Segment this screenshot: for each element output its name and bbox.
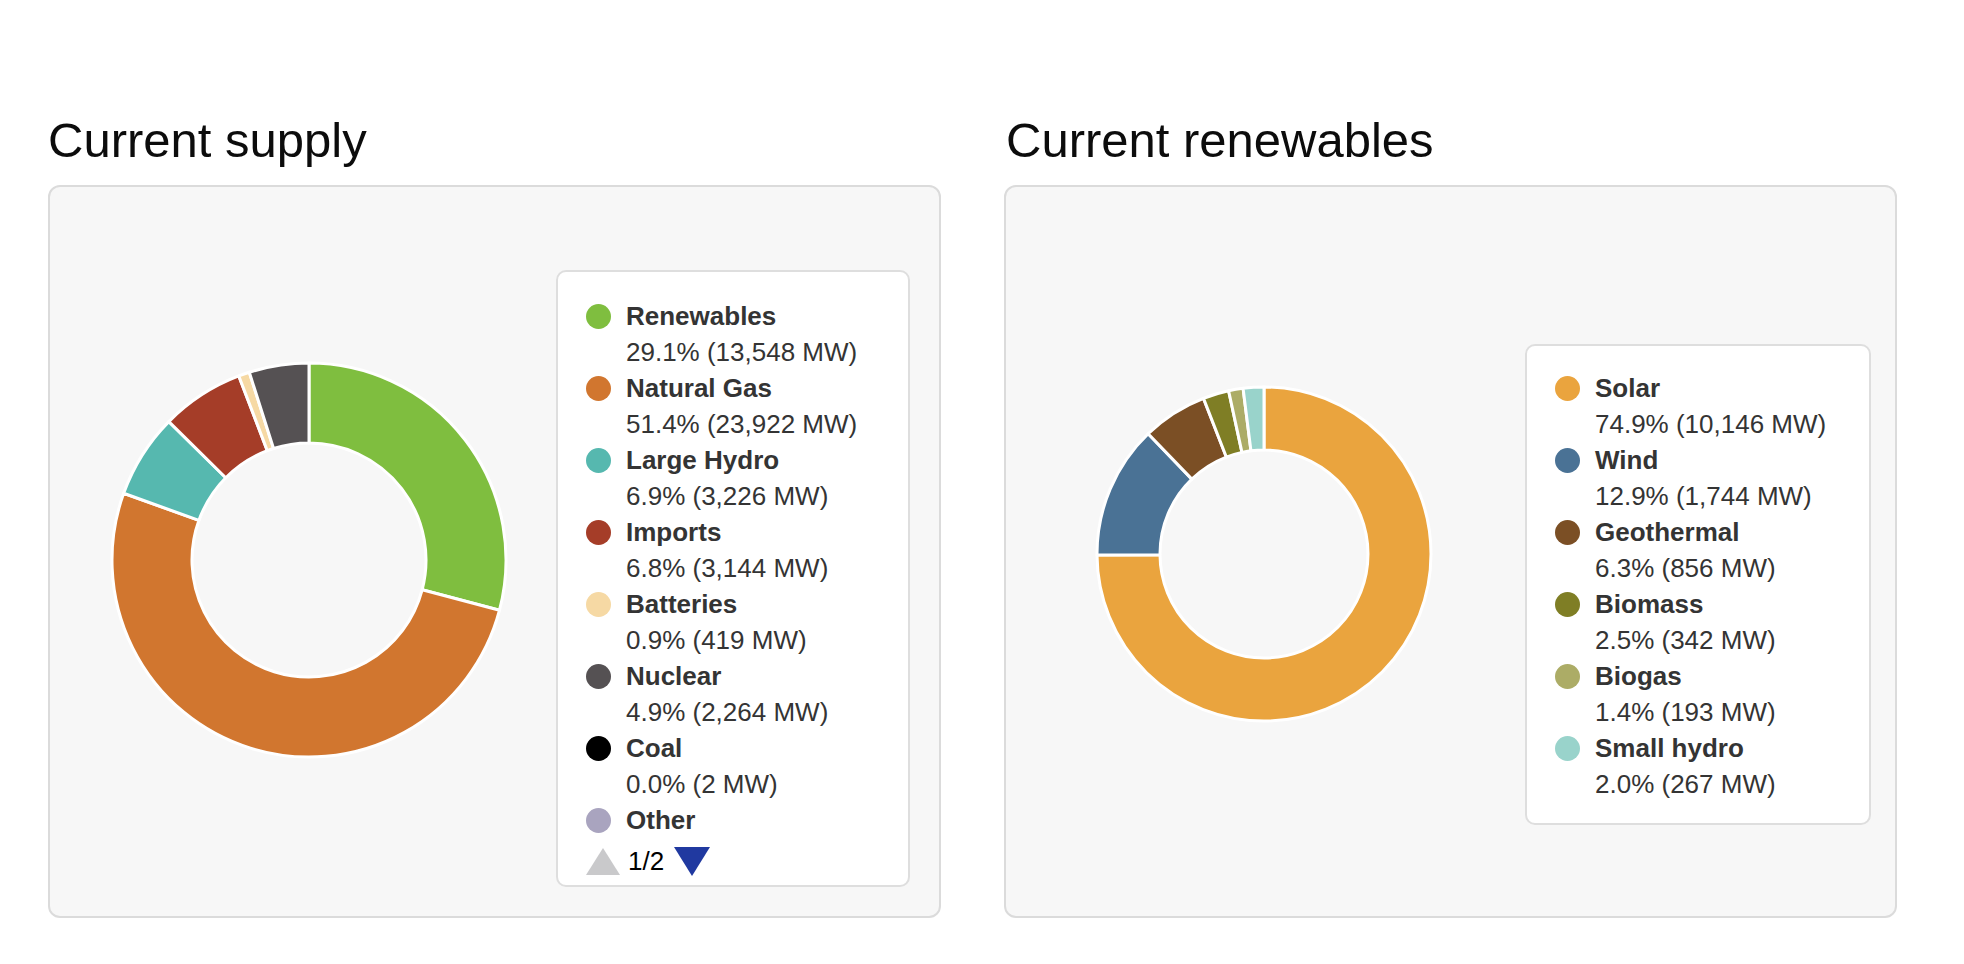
legend-item-nuclear: Nuclear4.9% (2,264 MW) bbox=[586, 658, 888, 730]
legend-text: Wind12.9% (1,744 MW) bbox=[1595, 442, 1812, 514]
legend-label: Renewables bbox=[626, 298, 857, 334]
legend-color-dot-batteries bbox=[586, 592, 611, 617]
donut-slice-renewables[interactable] bbox=[309, 363, 506, 610]
legend-label: Coal bbox=[626, 730, 778, 766]
legend-label: Imports bbox=[626, 514, 828, 550]
current-renewables-donut-chart bbox=[1084, 374, 1444, 734]
legend-label: Biogas bbox=[1595, 658, 1776, 694]
legend-list: Solar74.9% (10,146 MW)Wind12.9% (1,744 M… bbox=[1555, 370, 1851, 802]
legend-pagination: 1/2 bbox=[586, 837, 888, 885]
legend-color-dot-nuclear bbox=[586, 664, 611, 689]
legend-value: 2.5% (342 MW) bbox=[1595, 622, 1776, 658]
legend-label: Large Hydro bbox=[626, 442, 828, 478]
legend-color-dot-biomass bbox=[1555, 592, 1580, 617]
legend-item-other: Other bbox=[586, 802, 888, 835]
legend-color-dot-solar bbox=[1555, 376, 1580, 401]
legend-value: 29.1% (13,548 MW) bbox=[626, 334, 857, 370]
legend-value: 12.9% (1,744 MW) bbox=[1595, 478, 1812, 514]
legend-color-dot-renewables bbox=[586, 304, 611, 329]
current-renewables-title: Current renewables bbox=[1006, 112, 1434, 168]
triangle-down-icon bbox=[674, 847, 710, 876]
legend-item-imports: Imports6.8% (3,144 MW) bbox=[586, 514, 888, 586]
legend-text: Nuclear4.9% (2,264 MW) bbox=[626, 658, 828, 730]
legend-page-up-button[interactable] bbox=[586, 848, 620, 875]
legend-text: Natural Gas51.4% (23,922 MW) bbox=[626, 370, 857, 442]
legend-color-dot-wind bbox=[1555, 448, 1580, 473]
legend-value: 0.9% (419 MW) bbox=[626, 622, 807, 658]
triangle-up-icon bbox=[586, 848, 620, 875]
legend-item-large-hydro: Large Hydro6.9% (3,226 MW) bbox=[586, 442, 888, 514]
legend-label: Small hydro bbox=[1595, 730, 1776, 766]
legend-color-dot-biogas bbox=[1555, 664, 1580, 689]
legend-color-dot-small-hydro bbox=[1555, 736, 1580, 761]
legend-page-indicator: 1/2 bbox=[628, 846, 664, 877]
current-renewables-card: Solar74.9% (10,146 MW)Wind12.9% (1,744 M… bbox=[1004, 185, 1897, 918]
legend-color-dot-geothermal bbox=[1555, 520, 1580, 545]
legend-text: Small hydro2.0% (267 MW) bbox=[1595, 730, 1776, 802]
current-renewables-legend: Solar74.9% (10,146 MW)Wind12.9% (1,744 M… bbox=[1525, 344, 1871, 825]
legend-value: 51.4% (23,922 MW) bbox=[626, 406, 857, 442]
legend-text: Coal0.0% (2 MW) bbox=[626, 730, 778, 802]
legend-text: Solar74.9% (10,146 MW) bbox=[1595, 370, 1826, 442]
legend-text: Large Hydro6.9% (3,226 MW) bbox=[626, 442, 828, 514]
legend-value: 4.9% (2,264 MW) bbox=[626, 694, 828, 730]
legend-value: 74.9% (10,146 MW) bbox=[1595, 406, 1826, 442]
legend-text: Biomass2.5% (342 MW) bbox=[1595, 586, 1776, 658]
legend-item-natural-gas: Natural Gas51.4% (23,922 MW) bbox=[586, 370, 888, 442]
legend-label: Wind bbox=[1595, 442, 1812, 478]
legend-list: Renewables29.1% (13,548 MW)Natural Gas51… bbox=[586, 298, 888, 835]
legend-text: Geothermal6.3% (856 MW) bbox=[1595, 514, 1776, 586]
legend-label: Other bbox=[626, 802, 695, 835]
legend-value: 6.9% (3,226 MW) bbox=[626, 478, 828, 514]
legend-value: 6.3% (856 MW) bbox=[1595, 550, 1776, 586]
legend-label: Biomass bbox=[1595, 586, 1776, 622]
legend-label: Geothermal bbox=[1595, 514, 1776, 550]
current-supply-donut-chart bbox=[99, 350, 519, 770]
legend-label: Solar bbox=[1595, 370, 1826, 406]
legend-item-biomass: Biomass2.5% (342 MW) bbox=[1555, 586, 1851, 658]
legend-item-coal: Coal0.0% (2 MW) bbox=[586, 730, 888, 802]
legend-value: 0.0% (2 MW) bbox=[626, 766, 778, 802]
legend-color-dot-large-hydro bbox=[586, 448, 611, 473]
legend-label: Natural Gas bbox=[626, 370, 857, 406]
legend-item-renewables: Renewables29.1% (13,548 MW) bbox=[586, 298, 888, 370]
legend-color-dot-imports bbox=[586, 520, 611, 545]
legend-item-small-hydro: Small hydro2.0% (267 MW) bbox=[1555, 730, 1851, 802]
legend-label: Batteries bbox=[626, 586, 807, 622]
legend-page-down-button[interactable] bbox=[674, 847, 710, 876]
current-supply-legend: Renewables29.1% (13,548 MW)Natural Gas51… bbox=[556, 270, 910, 887]
legend-value: 2.0% (267 MW) bbox=[1595, 766, 1776, 802]
legend-item-geothermal: Geothermal6.3% (856 MW) bbox=[1555, 514, 1851, 586]
legend-value: 6.8% (3,144 MW) bbox=[626, 550, 828, 586]
legend-text: Other bbox=[626, 802, 695, 835]
legend-text: Batteries0.9% (419 MW) bbox=[626, 586, 807, 658]
legend-color-dot-coal bbox=[586, 736, 611, 761]
current-supply-title: Current supply bbox=[48, 112, 367, 168]
legend-color-dot-other bbox=[586, 808, 611, 833]
legend-item-batteries: Batteries0.9% (419 MW) bbox=[586, 586, 888, 658]
current-supply-card: Renewables29.1% (13,548 MW)Natural Gas51… bbox=[48, 185, 941, 918]
legend-value: 1.4% (193 MW) bbox=[1595, 694, 1776, 730]
legend-item-wind: Wind12.9% (1,744 MW) bbox=[1555, 442, 1851, 514]
legend-text: Biogas1.4% (193 MW) bbox=[1595, 658, 1776, 730]
legend-item-biogas: Biogas1.4% (193 MW) bbox=[1555, 658, 1851, 730]
legend-label: Nuclear bbox=[626, 658, 828, 694]
legend-item-solar: Solar74.9% (10,146 MW) bbox=[1555, 370, 1851, 442]
legend-text: Imports6.8% (3,144 MW) bbox=[626, 514, 828, 586]
legend-color-dot-natural-gas bbox=[586, 376, 611, 401]
legend-text: Renewables29.1% (13,548 MW) bbox=[626, 298, 857, 370]
